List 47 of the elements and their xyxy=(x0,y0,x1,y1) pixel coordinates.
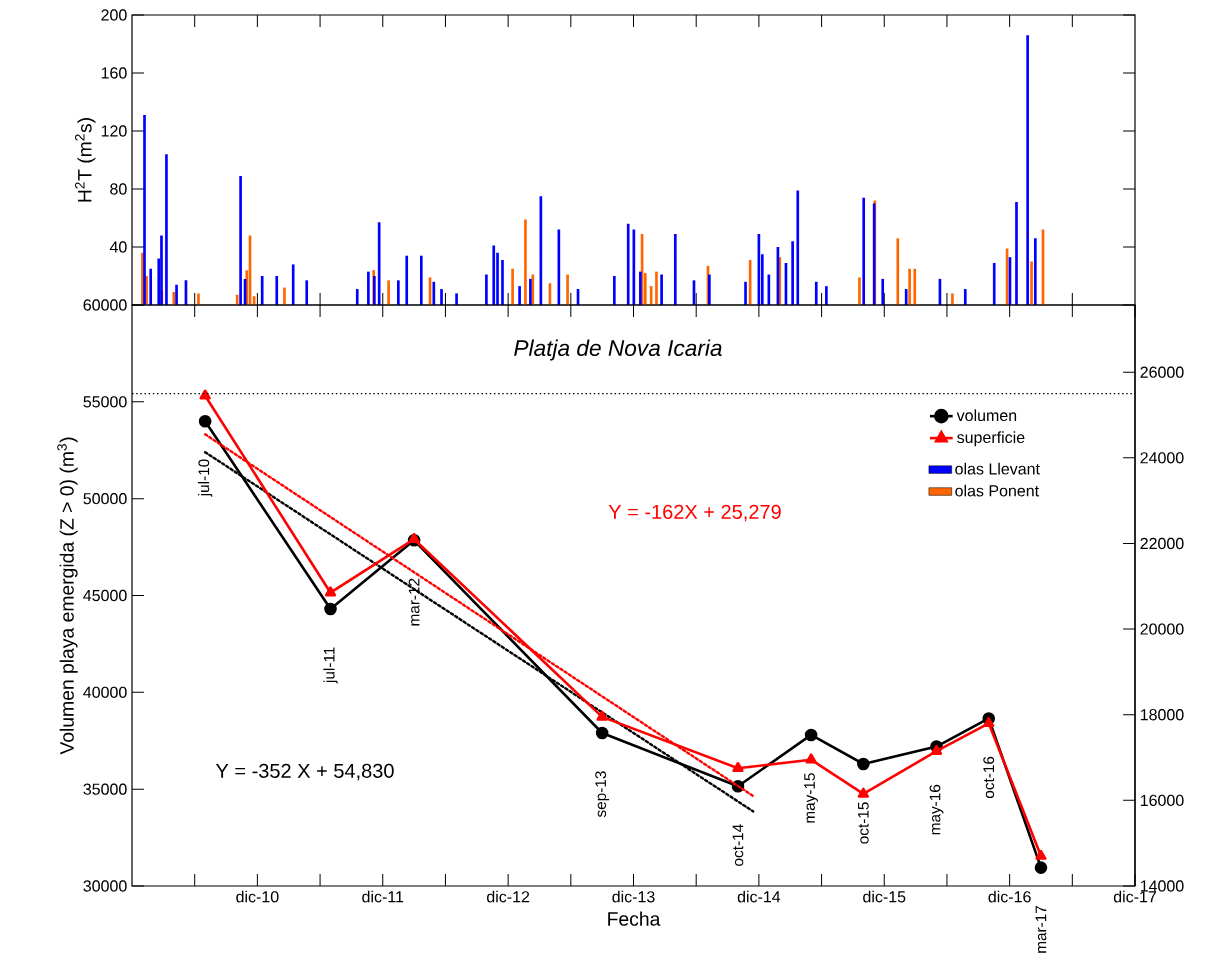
annotation: Y = -162X + 25,279 xyxy=(608,504,781,522)
y2-tick-label: 18000 xyxy=(1140,709,1184,721)
y2-tick-label: 20000 xyxy=(1140,623,1184,635)
y-tick-label: 55000 xyxy=(83,396,127,408)
text: Platja de Nova Icaria xyxy=(514,339,722,361)
y-tick-label: 30000 xyxy=(83,880,127,892)
y-tick-label: 40 xyxy=(109,241,127,253)
x-axis-title: Fecha xyxy=(608,911,661,926)
y2-tick-label: 22000 xyxy=(1140,537,1184,550)
x-tick-label: dic-16 xyxy=(988,890,1031,903)
y-tick-label: 40000 xyxy=(83,686,127,698)
legend-label: olas Llevant xyxy=(955,462,1040,475)
annotation: sep-13 xyxy=(595,771,610,818)
annotation: jul-11 xyxy=(323,647,338,684)
annotation: Y = -352 X + 54,830 xyxy=(215,763,394,781)
annotation: oct-15 xyxy=(858,802,869,844)
legend-label: volumen xyxy=(956,409,1017,422)
x-tick-label: dic-17 xyxy=(1113,890,1156,903)
y2-tick-label: 26000 xyxy=(1140,366,1184,378)
legend-label: superficie xyxy=(957,431,1025,447)
annotation: mar-17 xyxy=(1035,905,1047,953)
y-tick-label: 45000 xyxy=(83,589,127,602)
x-tick-label: dic-12 xyxy=(487,890,530,903)
y2-tick-label: 14000 xyxy=(1140,880,1184,892)
x-tick-label: dic-14 xyxy=(737,890,781,903)
legend-label: olas Ponent xyxy=(955,484,1039,497)
annotation: mar-12 xyxy=(408,578,420,626)
x-tick-label: dic-10 xyxy=(236,890,279,903)
annotation: oct-14 xyxy=(732,824,744,866)
y-tick-label: 120 xyxy=(101,125,127,137)
y2-tick-label: 16000 xyxy=(1140,794,1184,807)
y-axis-title: Volumen playa emergida (Z > 0) (m$^{3}$) xyxy=(57,437,78,755)
y2-tick-label: 24000 xyxy=(1140,452,1184,464)
y-tick-label: 50000 xyxy=(83,493,127,505)
x-tick-label: dic-13 xyxy=(612,890,655,903)
x-tick-label: dic-11 xyxy=(362,890,404,903)
y-tick-label: 160 xyxy=(101,67,127,79)
y-tick-label: 60000 xyxy=(83,299,127,311)
annotation: jul-10 xyxy=(198,459,213,497)
x-tick-label: dic-15 xyxy=(863,890,906,903)
annotation: may-16 xyxy=(929,784,944,835)
y-tick-label: 35000 xyxy=(83,783,127,795)
y-tick-label: 200 xyxy=(101,9,127,21)
annotation: oct-16 xyxy=(983,756,995,799)
y-tick-label: 80 xyxy=(110,183,127,195)
y-axis-title: H$^{2}$T (m$^{2}$s) xyxy=(75,118,96,202)
annotation: may-15 xyxy=(804,773,818,823)
